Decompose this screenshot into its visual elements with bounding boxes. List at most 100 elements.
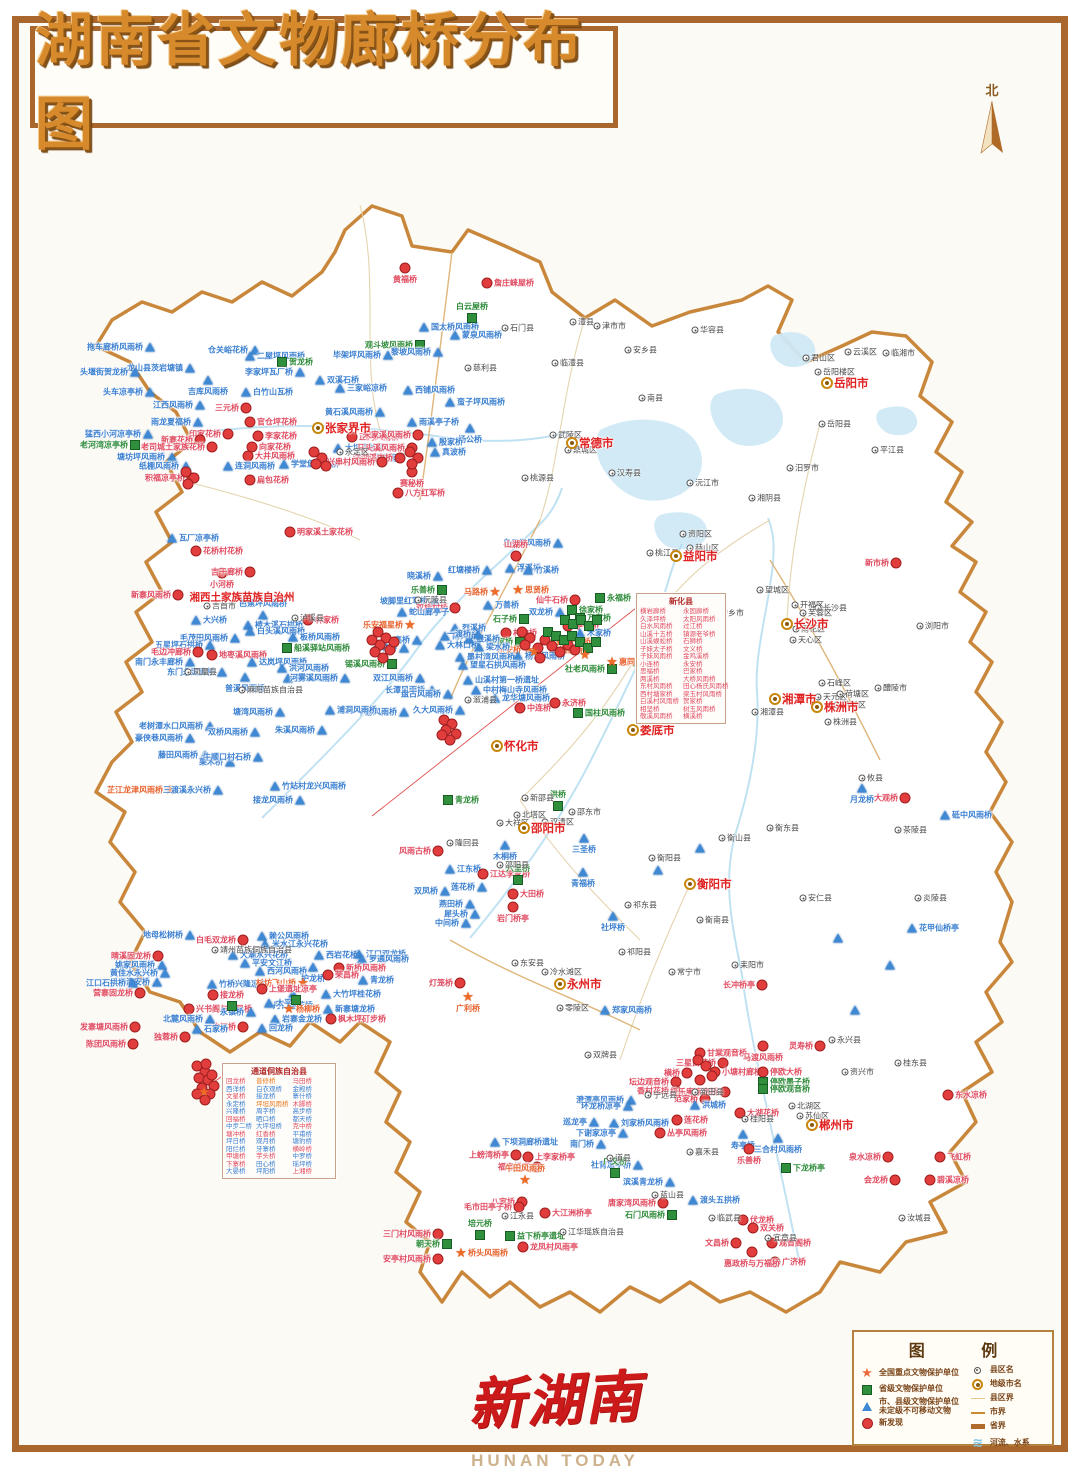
bridge-marker [182, 478, 194, 490]
bridge-label: 边江桥 [212, 1022, 236, 1032]
county-label: 衡东县 [775, 823, 799, 833]
county-label: 株洲县 [833, 717, 857, 727]
county-symbol [824, 718, 832, 726]
bridge-label: 要家桥 [489, 637, 513, 647]
county-symbol [833, 701, 841, 709]
callout-bridge-name: 西村塘家桥 [640, 690, 673, 698]
bridge-label: 观斗坡风雨桥 [365, 340, 413, 350]
bridge-label: 万善桥 [495, 600, 519, 610]
callout-bridge-name: 子妹风雨桥 [640, 653, 673, 660]
county-label: 天元区 [823, 692, 847, 702]
bridge-marker [907, 923, 917, 933]
bridge-label: 晴溪固龙桥 [111, 951, 151, 961]
county-symbol [914, 894, 922, 902]
bridge-label: 船溪驿站风雨桥 [294, 643, 350, 653]
county-symbol [818, 420, 826, 428]
county-symbol [844, 348, 852, 356]
legend-box: 图 例 ★ 全国重点文物保护单位 省级文物保护单位 市、县级文物保护单位 未定级不可移… [852, 1330, 1054, 1450]
bridge-label: 蛇山廊亭子 [409, 607, 449, 617]
county-label: 桂东县 [903, 1058, 927, 1068]
bridge-label: 社老风雨桥 [565, 664, 605, 674]
bridge-label: 观音阁桥 [779, 1238, 811, 1248]
county-symbol [559, 1228, 567, 1236]
bridge-marker [205, 1014, 215, 1024]
county-label: 雨花区 [801, 624, 825, 634]
county-label: 攸县 [867, 773, 883, 783]
bridge-label: 芭蕉坪风雨桥 [239, 599, 287, 608]
bridge-marker [505, 563, 515, 573]
bridge-label: 晓溪桥 [407, 571, 431, 581]
callout-bridge-name: 阳烂桥 [226, 1145, 246, 1153]
prefecture-label: 长沙市 [794, 619, 829, 631]
bridge-marker [399, 262, 411, 274]
county-symbol [511, 959, 519, 967]
county-label: 衡阳县 [657, 853, 681, 863]
callout-box: 通道侗族自治县 回龙桥 西洋桥 文星桥 永定桥 兴隆桥 回福桥 中步二桥 塘冲桥 坪日桥 阳烂桥 甲塘… [222, 1063, 336, 1179]
callout-title: 新化县 [669, 597, 693, 606]
bridge-marker [490, 693, 500, 703]
bridge-marker [569, 594, 581, 606]
county-label: 靖州苗族侗族自治县 [220, 945, 292, 955]
callout-bridge-name: 大桥风雨桥 [683, 675, 716, 683]
bridge-marker [245, 626, 255, 636]
county-label: 衡山县 [727, 833, 751, 843]
bridge-marker [403, 385, 413, 395]
county-symbol [686, 1148, 694, 1156]
bridge-marker [427, 685, 437, 695]
bridge-marker [323, 1004, 333, 1014]
bridge-marker [228, 950, 238, 960]
bridge-label: 思贤桥 [525, 585, 549, 595]
bridge-label: 益下桥亭遗址 [517, 1231, 565, 1241]
bridge-marker [583, 643, 593, 653]
bridge-label: 平游风雨桥 [357, 707, 397, 717]
bridge-label: 发寨塘风雨桥 [80, 1022, 128, 1032]
callout-bridge-name: 木脚桥 [292, 1100, 313, 1108]
bridge-label: 大竹坪桂花桥 [333, 989, 381, 999]
county-symbol [686, 544, 694, 552]
bridge-marker [288, 989, 298, 999]
bridge-label: 徐家桥 [579, 605, 603, 615]
bridge-marker [890, 557, 902, 569]
county-label: 宁远县 [653, 1090, 677, 1100]
bridge-label: 连洞风雨桥 [235, 461, 275, 471]
callout-bridge-name: 小连桥 [640, 660, 660, 668]
bridge-marker [465, 899, 475, 909]
callout-bridge-name: 大晏桥 [226, 1168, 246, 1175]
legend-item-label: 河流、水系 [989, 1437, 1030, 1447]
bridge-label: 积福凉亭桥 [145, 473, 185, 483]
bridge-marker [857, 783, 867, 793]
county-label: 邵阳县 [505, 860, 529, 870]
county-symbol [814, 368, 822, 376]
bridge-marker [623, 1101, 633, 1111]
bridge-label: 杉坊飞山桥 [256, 978, 296, 988]
bridge-label: 黄佳水永兴桥 [110, 968, 158, 978]
bridge-marker [412, 452, 424, 464]
bridge-label: 环龙桥凉亭 [581, 1101, 621, 1111]
callout-bridge-name: 坪坦风雨桥 [256, 1100, 289, 1108]
callout-bridge-name: 横岩廊桥 [640, 608, 666, 615]
bridge-marker [257, 931, 267, 941]
county-symbol [496, 861, 504, 869]
bridge-marker [206, 1069, 218, 1081]
bridge-marker [573, 708, 583, 718]
prefecture-label: 娄底市 [640, 725, 675, 737]
county-symbol [668, 968, 676, 976]
county-label: 安仁县 [808, 893, 832, 903]
county-symbol [521, 794, 529, 802]
bridge-marker: ★ [489, 584, 501, 599]
publisher-logo: 新湖南 HUNAN TODAY [420, 1356, 690, 1471]
bridge-label: 莲花桥 [684, 1115, 708, 1125]
bridge-label: 大湖花桥 [747, 1108, 779, 1118]
logo-tagline: HUNAN TODAY [471, 1451, 639, 1470]
bridge-label: 惠政桥与万福桥 [724, 1259, 780, 1268]
bridge-marker [746, 1246, 758, 1258]
bridge-label: 塘坊坪风雨桥 [117, 452, 165, 462]
county-label: 宜章县 [773, 1233, 797, 1243]
bridge-label: 二屋坪风雨桥 [257, 351, 305, 361]
bridge-label: 山湖桥 [504, 540, 528, 549]
prefecture-symbol [670, 550, 682, 562]
bridge-label: 洋湖溪中桥 [353, 453, 393, 463]
bridge-label: 乐善桥 [411, 585, 435, 595]
bridge-marker [442, 1239, 452, 1249]
bridge-marker [325, 1013, 337, 1025]
